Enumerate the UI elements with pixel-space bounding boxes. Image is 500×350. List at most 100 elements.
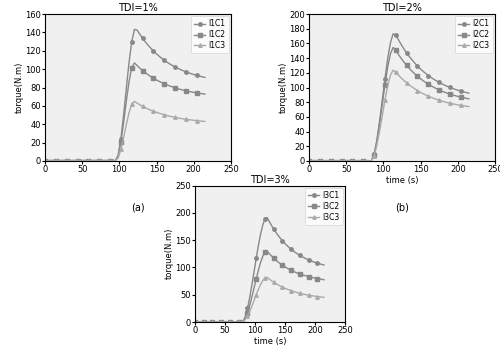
Text: (b): (b)	[395, 202, 409, 212]
I3C2	[275, 260, 281, 264]
I2C3	[352, 159, 358, 163]
Line: I1C1: I1C1	[44, 28, 206, 162]
X-axis label: time (s): time (s)	[254, 337, 286, 345]
I1C2	[69, 159, 75, 163]
Line: I2C2: I2C2	[308, 46, 470, 162]
I1C1	[42, 159, 48, 163]
I1C2	[202, 92, 208, 96]
I2C1	[333, 159, 339, 163]
I1C1	[132, 27, 138, 32]
Line: I2C3: I2C3	[308, 68, 470, 162]
I3C3	[229, 320, 235, 324]
I1C2	[82, 159, 88, 163]
I3C1	[236, 320, 242, 324]
I1C3	[42, 159, 48, 163]
I1C3	[69, 159, 75, 163]
I2C2	[390, 46, 396, 50]
I2C1	[368, 159, 374, 163]
I2C2	[333, 159, 339, 163]
I1C1	[145, 43, 151, 47]
Legend: I1C1, I1C2, I1C3: I1C1, I1C2, I1C3	[191, 16, 228, 53]
I3C2	[234, 320, 239, 324]
Legend: I3C1, I3C2, I3C3: I3C1, I3C2, I3C3	[305, 188, 343, 225]
I3C2	[321, 278, 327, 282]
I1C3	[132, 99, 138, 104]
I1C3	[82, 159, 88, 163]
I3C3	[192, 320, 198, 324]
I2C2	[352, 159, 358, 163]
I1C1	[82, 159, 88, 163]
Title: TDI=1%: TDI=1%	[118, 3, 158, 13]
Line: I3C2: I3C2	[194, 250, 326, 323]
Y-axis label: torque(N.m): torque(N.m)	[164, 228, 173, 279]
I3C1	[192, 320, 198, 324]
I3C3	[264, 275, 270, 279]
I2C3	[466, 104, 472, 108]
I3C3	[236, 320, 242, 324]
I3C3	[321, 295, 327, 299]
I2C1	[412, 61, 418, 65]
I2C1	[390, 32, 396, 36]
I2C2	[466, 97, 472, 101]
I3C3	[234, 320, 239, 324]
Line: I1C3: I1C3	[44, 100, 206, 162]
I2C3	[360, 159, 366, 163]
Line: I3C1: I3C1	[194, 216, 326, 323]
I3C2	[264, 249, 270, 253]
I2C1	[306, 159, 312, 163]
I2C2	[360, 159, 366, 163]
I2C2	[358, 159, 364, 163]
I3C1	[225, 320, 231, 324]
I2C1	[346, 159, 352, 163]
Legend: I2C1, I2C2, I2C3: I2C1, I2C2, I2C3	[455, 16, 492, 53]
I3C2	[229, 320, 235, 324]
I1C1	[69, 159, 75, 163]
I1C1	[202, 75, 208, 79]
I3C3	[214, 320, 220, 324]
I2C1	[352, 159, 358, 163]
I1C2	[145, 72, 151, 77]
I3C1	[275, 233, 281, 238]
I1C3	[96, 159, 102, 163]
Title: TDI=3%: TDI=3%	[250, 175, 290, 185]
I2C1	[360, 159, 366, 163]
I1C2	[42, 159, 48, 163]
Y-axis label: torque(N.m): torque(N.m)	[278, 62, 287, 113]
X-axis label: time (s): time (s)	[386, 176, 418, 184]
I2C2	[368, 159, 374, 163]
I2C2	[412, 72, 418, 76]
Line: I3C3: I3C3	[194, 275, 326, 323]
I2C3	[358, 159, 364, 163]
I2C3	[306, 159, 312, 163]
I2C1	[466, 91, 472, 95]
I1C1	[94, 159, 100, 163]
I3C1	[264, 215, 270, 219]
I1C2	[96, 159, 102, 163]
I1C2	[88, 159, 94, 163]
I1C3	[88, 159, 94, 163]
I2C3	[346, 159, 352, 163]
I1C3	[94, 159, 100, 163]
I1C2	[132, 61, 138, 65]
Line: I1C2: I1C2	[44, 61, 206, 162]
I2C3	[390, 68, 396, 72]
I2C2	[346, 159, 352, 163]
I2C3	[412, 87, 418, 91]
I2C2	[306, 159, 312, 163]
I1C3	[145, 107, 151, 111]
I2C3	[333, 159, 339, 163]
I3C3	[275, 283, 281, 287]
I3C1	[234, 320, 239, 324]
Y-axis label: torque(N.m): torque(N.m)	[14, 62, 24, 113]
Title: TDI=2%: TDI=2%	[382, 3, 422, 13]
I1C1	[88, 159, 94, 163]
I3C2	[225, 320, 231, 324]
I3C1	[214, 320, 220, 324]
I1C1	[96, 159, 102, 163]
I3C1	[229, 320, 235, 324]
I1C2	[94, 159, 100, 163]
I3C3	[225, 320, 231, 324]
I3C1	[321, 263, 327, 267]
Line: I2C1: I2C1	[308, 32, 470, 162]
I2C3	[368, 159, 374, 163]
